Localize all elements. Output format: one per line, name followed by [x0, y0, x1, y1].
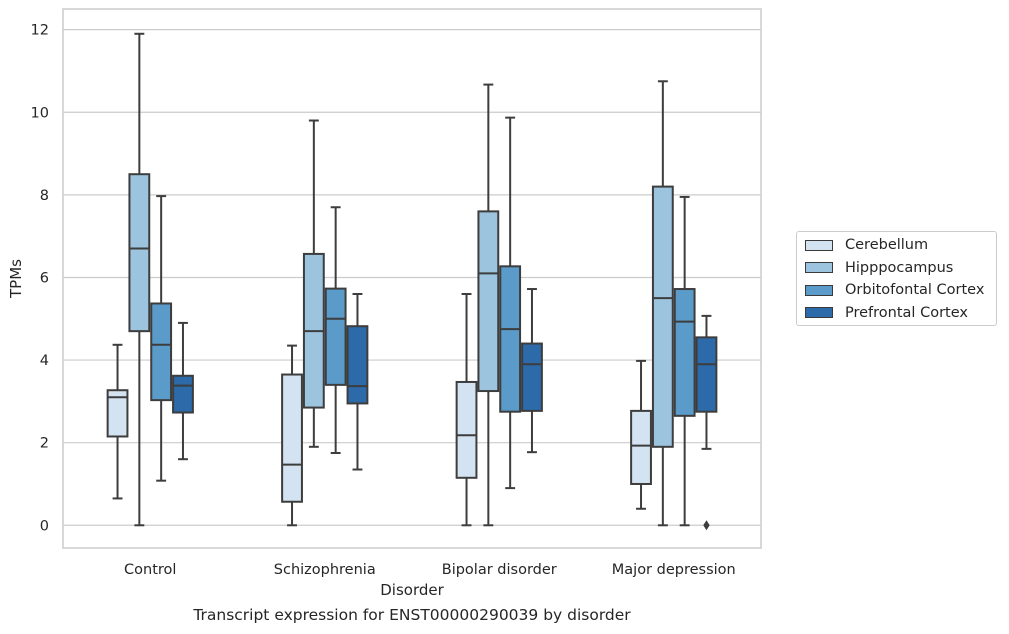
x-axis-label: Disorder [380, 581, 444, 599]
legend-label: Orbitofontal Cortex [845, 282, 985, 298]
box-prefrontal-cortex-0 [172, 321, 194, 461]
box-cerebellum-1 [281, 344, 303, 527]
box-hipppocampus-3 [651, 80, 674, 527]
box-prefrontal-cortex-2 [521, 288, 543, 454]
x-tick-label: Control [124, 562, 176, 578]
box-iqr [346, 325, 369, 405]
x-tick-label: Bipolar disorder [442, 562, 557, 578]
x-tick-label: Schizophrenia [274, 562, 376, 578]
box-orbitofontal-cortex-2 [499, 116, 522, 490]
chart-title: Transcript expression for ENST0000029003… [193, 606, 631, 624]
box-cerebellum-2 [455, 292, 478, 527]
x-tick-label: Major depression [612, 562, 736, 578]
y-tick-label: 8 [40, 188, 49, 204]
y-tick-label: 12 [31, 23, 49, 39]
box-iqr [150, 302, 173, 402]
box-iqr [521, 342, 543, 412]
legend-swatch [805, 307, 833, 318]
box-iqr [630, 409, 652, 485]
box-iqr [499, 265, 522, 413]
box-iqr [324, 287, 347, 386]
box-iqr [128, 173, 151, 333]
box-iqr [651, 185, 674, 448]
box-iqr [172, 374, 194, 414]
box-orbitofontal-cortex-3 [673, 195, 696, 527]
x-axis-ticks: Control Schizophrenia Bipolar disorder Majo… [124, 562, 736, 578]
box-iqr [477, 210, 500, 393]
legend-swatch [805, 262, 833, 273]
y-tick-label: 4 [40, 353, 49, 369]
legend-label: Prefrontal Cortex [845, 304, 968, 321]
outlier-point [703, 520, 710, 531]
plot-frame [62, 8, 762, 549]
box-prefrontal-cortex-1 [346, 292, 369, 471]
legend: Cerebellum Hipppocampus Orbitofontal Corte… [796, 231, 997, 326]
box-hipppocampus-1 [302, 119, 325, 448]
box-iqr [106, 389, 129, 438]
grid-lines [63, 29, 761, 526]
legend-item: Orbitofontal Cortex [805, 281, 984, 299]
box-cerebellum-3 [630, 359, 652, 510]
y-tick-label: 0 [40, 518, 49, 534]
box-iqr [695, 336, 718, 413]
box-orbitofontal-cortex-0 [150, 195, 173, 482]
box-orbitofontal-cortex-1 [324, 206, 347, 455]
box-hipppocampus-0 [128, 32, 151, 527]
box-iqr [281, 373, 303, 503]
box-hipppocampus-2 [477, 83, 500, 527]
box-plot-series [106, 32, 718, 531]
legend-label: Hipppocampus [845, 259, 954, 276]
box-iqr [455, 380, 478, 479]
y-axis-ticks: 0 2 4 6 8 10 12 [31, 23, 49, 535]
legend-swatch [805, 239, 833, 251]
legend-item: Hipppocampus [805, 259, 953, 277]
legend-item: Prefrontal Cortex [805, 304, 968, 322]
box-cerebellum-0 [106, 343, 129, 500]
y-tick-label: 6 [40, 270, 49, 286]
legend-swatch [805, 284, 833, 296]
y-tick-label: 2 [40, 436, 49, 452]
y-axis-label: TPMs [7, 259, 25, 299]
legend-label: Cerebellum [845, 237, 929, 253]
box-iqr [673, 288, 696, 417]
box-prefrontal-cortex-3 [695, 314, 718, 531]
legend-item: Cerebellum [805, 236, 928, 254]
y-tick-label: 10 [31, 105, 49, 121]
